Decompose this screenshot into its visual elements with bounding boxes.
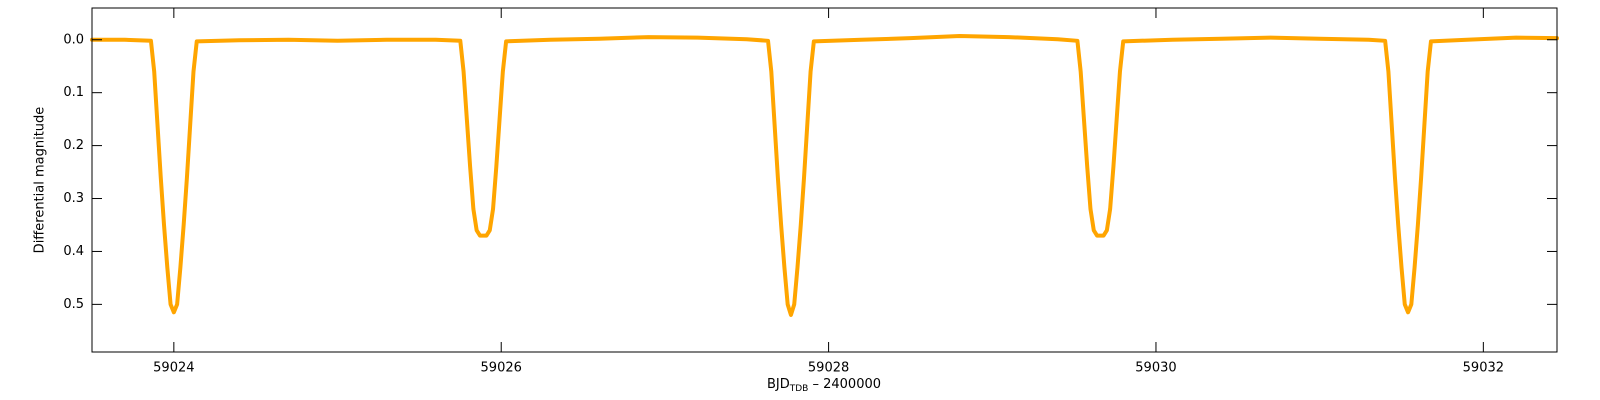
plot-frame	[91, 7, 1558, 353]
x-tick-label: 59024	[153, 361, 194, 376]
x-label-main: BJD	[767, 377, 790, 392]
x-label-sub: TDB	[789, 384, 809, 394]
y-tick-label: 0.1	[63, 85, 84, 100]
light-curve	[90, 34, 1559, 317]
x-tick-label: 59032	[1463, 361, 1504, 376]
y-tick-label: 0.3	[63, 191, 84, 206]
x-tick-label: 59026	[481, 361, 522, 376]
x-label-rest: – 2400000	[808, 377, 881, 392]
y-tick-label: 0.0	[63, 32, 84, 47]
y-axis-label: Differential magnitude	[33, 107, 48, 254]
x-tick-label: 59028	[808, 361, 849, 376]
y-tick-label: 0.5	[63, 297, 84, 312]
y-tick-label: 0.4	[63, 244, 84, 259]
x-tick-label: 59030	[1135, 361, 1176, 376]
x-axis-label: BJDTDB – 2400000	[767, 377, 881, 394]
y-tick-label: 0.2	[63, 138, 84, 153]
